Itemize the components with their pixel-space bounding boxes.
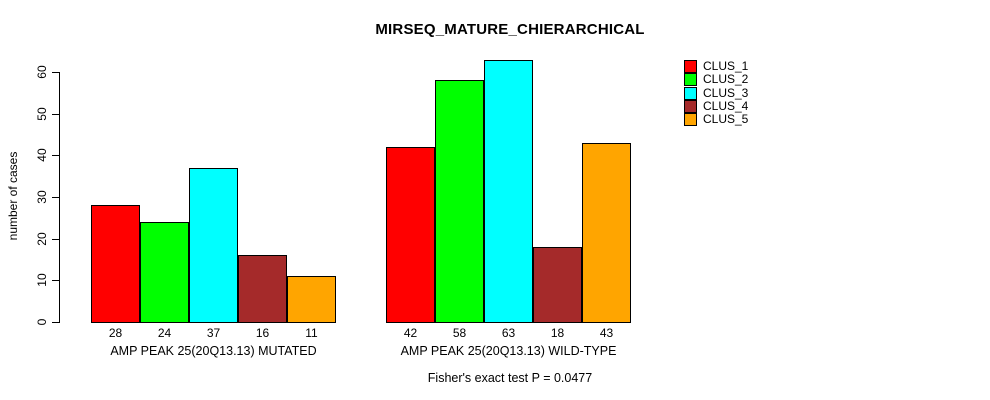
- y-axis-tick-label: 60: [35, 65, 49, 79]
- bar-value-label: 11: [305, 326, 318, 340]
- y-axis-title: number of cases: [6, 151, 20, 241]
- legend-label: CLUS_3: [703, 85, 749, 100]
- bar-value-label: 18: [550, 326, 565, 340]
- bar-clus_3-group2: [484, 59, 533, 323]
- bar-clus_1-group2: [386, 147, 435, 323]
- bar-value-label: 37: [206, 326, 221, 340]
- legend-row-clus_3: CLUS_3: [684, 85, 749, 100]
- legend-row-clus_1: CLUS_1: [684, 59, 749, 74]
- y-axis-tick-label: 0: [35, 318, 49, 326]
- legend-label: CLUS_2: [703, 72, 749, 87]
- bar-value-label: 43: [599, 326, 614, 340]
- bar-clus_5-group1: [287, 276, 336, 323]
- bar-value-label: 63: [501, 326, 516, 340]
- legend-label: CLUS_4: [703, 99, 749, 114]
- y-axis-tick: [52, 113, 59, 115]
- bar-value-label: 28: [108, 326, 123, 340]
- legend-swatch-icon: [684, 100, 697, 114]
- x-category-label: AMP PEAK 25(20Q13.13) WILD-TYPE: [400, 344, 617, 358]
- legend-swatch-icon: [684, 73, 697, 87]
- bar-clus_3-group1: [189, 167, 238, 323]
- y-axis-tick-label: 10: [35, 273, 49, 288]
- bar-clus_4-group1: [238, 255, 287, 323]
- y-axis-tick-label: 30: [35, 190, 49, 204]
- legend-row-clus_4: CLUS_4: [684, 99, 749, 114]
- y-axis-tick: [52, 197, 59, 198]
- legend-label: CLUS_5: [703, 112, 749, 127]
- legend: CLUS_1 CLUS_2 CLUS_3 CLUS_4 CLUS_5: [684, 59, 749, 127]
- bar-clus_1-group1: [91, 205, 140, 323]
- chart-title: MIRSEQ_MATURE_CHIERARCHICAL: [375, 21, 645, 38]
- legend-row-clus_2: CLUS_2: [684, 72, 749, 87]
- y-axis-tick: [52, 72, 59, 73]
- legend-row-clus_5: CLUS_5: [684, 112, 749, 127]
- y-axis-line: [59, 72, 60, 323]
- y-axis-tick: [52, 238, 59, 240]
- y-axis-tick-label: 40: [35, 148, 49, 163]
- legend-swatch-icon: [684, 86, 697, 100]
- y-axis-tick-label: 20: [35, 231, 49, 246]
- legend-swatch-icon: [684, 60, 697, 74]
- y-axis-tick: [52, 155, 59, 157]
- y-axis-tick: [52, 280, 59, 282]
- x-category-label: AMP PEAK 25(20Q13.13) MUTATED: [110, 344, 317, 358]
- bar-value-label: 24: [157, 326, 172, 340]
- legend-label: CLUS_1: [703, 59, 749, 74]
- y-axis-tick-label: 50: [35, 106, 49, 121]
- bar-clus_2-group1: [140, 222, 189, 323]
- legend-swatch-icon: [684, 113, 697, 127]
- bar-clus_5-group2: [582, 142, 631, 323]
- bar-value-label: 42: [403, 326, 418, 340]
- bar-value-label: 58: [452, 326, 467, 340]
- bar-value-label: 16: [255, 326, 270, 340]
- annotation-text: Fisher's exact test P = 0.0477: [427, 371, 593, 385]
- bar-clus_2-group2: [435, 80, 484, 323]
- y-axis-tick: [52, 322, 59, 323]
- bar-clus_4-group2: [533, 247, 582, 323]
